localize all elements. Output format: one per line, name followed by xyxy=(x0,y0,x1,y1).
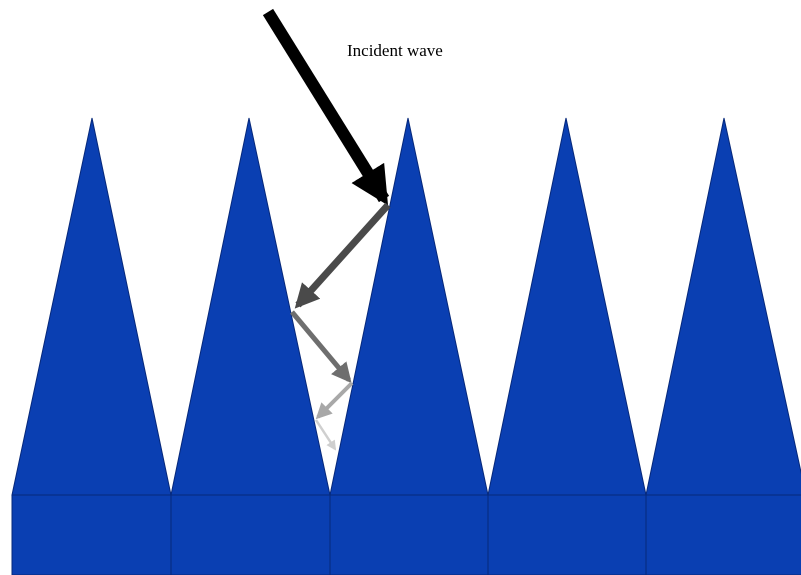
absorber-diagram: Incident wave xyxy=(0,0,801,575)
incident-wave-label: Incident wave xyxy=(347,41,443,60)
absorber-cones xyxy=(12,118,801,495)
absorber-base xyxy=(12,495,801,575)
